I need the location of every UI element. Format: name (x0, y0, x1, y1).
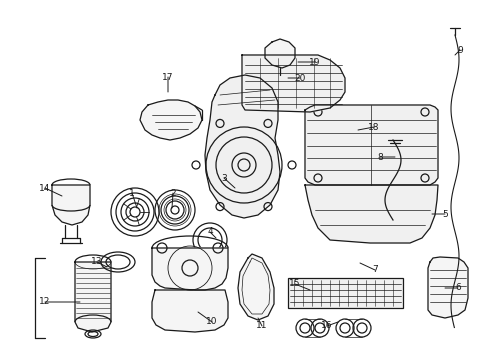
Text: 5: 5 (441, 210, 447, 218)
Text: 1: 1 (129, 188, 135, 197)
Text: 13: 13 (91, 257, 103, 266)
Text: 19: 19 (309, 57, 320, 66)
Polygon shape (52, 185, 90, 225)
Text: 18: 18 (367, 122, 379, 131)
Polygon shape (264, 39, 294, 68)
Polygon shape (75, 262, 111, 332)
Polygon shape (205, 75, 279, 218)
Text: 15: 15 (288, 280, 300, 288)
Text: 16: 16 (320, 322, 332, 331)
Text: 3: 3 (221, 174, 227, 182)
Text: 20: 20 (294, 74, 305, 82)
Text: 7: 7 (371, 266, 377, 275)
Text: 12: 12 (39, 297, 51, 307)
Bar (287, 278, 402, 308)
Text: 8: 8 (377, 152, 382, 161)
Polygon shape (427, 257, 467, 318)
Polygon shape (304, 185, 437, 243)
Text: 4: 4 (207, 227, 212, 236)
Polygon shape (242, 55, 344, 112)
Text: 11: 11 (256, 322, 267, 331)
Text: 2: 2 (170, 188, 175, 197)
Text: 6: 6 (454, 283, 460, 292)
Text: 9: 9 (456, 45, 462, 55)
Text: 14: 14 (39, 183, 51, 192)
Polygon shape (151, 290, 227, 332)
Polygon shape (238, 254, 273, 320)
Text: 17: 17 (162, 72, 173, 81)
Polygon shape (151, 248, 227, 290)
Polygon shape (140, 100, 201, 140)
Polygon shape (304, 105, 437, 185)
Text: 10: 10 (206, 317, 217, 327)
